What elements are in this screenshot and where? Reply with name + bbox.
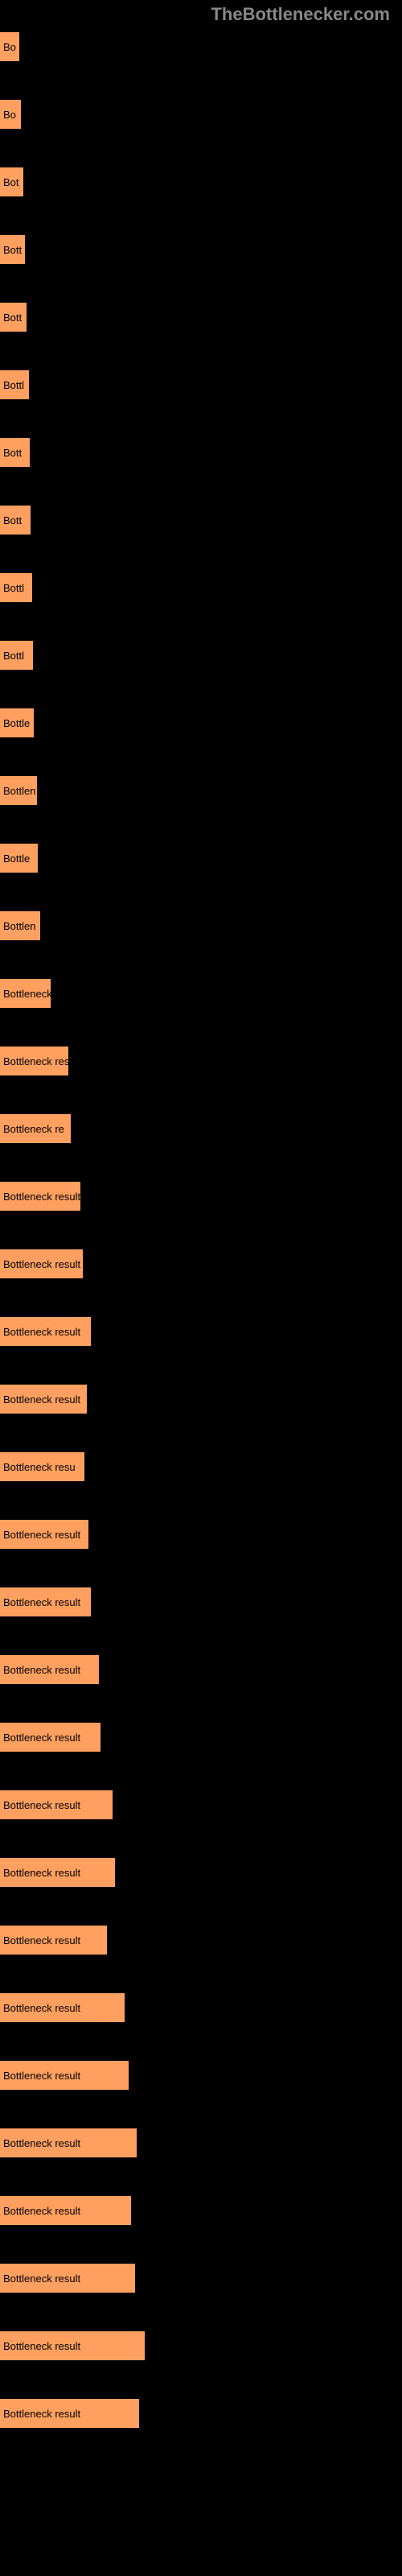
bar-row: Bottleneck result	[0, 1926, 402, 1955]
bar-row: Bottle	[0, 844, 402, 873]
bar: Bottl	[0, 573, 32, 602]
bar: Bottleneck result	[0, 2264, 135, 2293]
bar-row: Bottleneck result	[0, 1385, 402, 1414]
bar-row: Bottleneck result	[0, 1858, 402, 1887]
bar: Bottle	[0, 708, 34, 737]
bar: Bot	[0, 167, 23, 196]
bar-row: Bottleneck result	[0, 1520, 402, 1549]
bar-row: Bottle	[0, 708, 402, 737]
bar-row: Bottlen	[0, 911, 402, 940]
bar: Bottleneck result	[0, 2399, 139, 2428]
bar: Bottleneck result	[0, 1858, 115, 1887]
bar: Bottleneck result	[0, 1385, 87, 1414]
bar-row: Bo	[0, 100, 402, 129]
bar-row: Bottleneck	[0, 979, 402, 1008]
bar: Bottleneck result	[0, 1587, 91, 1616]
bar-row: Bottleneck result	[0, 1723, 402, 1752]
bar: Bott	[0, 506, 31, 535]
bar-row: Bottleneck result	[0, 2331, 402, 2360]
bar: Bottleneck result	[0, 1790, 113, 1819]
bar-row: Bottleneck result	[0, 1790, 402, 1819]
bar-row: Bottl	[0, 573, 402, 602]
bar: Bottlen	[0, 776, 37, 805]
bar-row: Bottleneck result	[0, 2061, 402, 2090]
bar: Bottle	[0, 844, 38, 873]
bar: Bottleneck result	[0, 1182, 80, 1211]
bar-row: Bottl	[0, 641, 402, 670]
bar: Bottleneck re	[0, 1114, 71, 1143]
bar: Bottleneck result	[0, 1520, 88, 1549]
bar-row: Bott	[0, 303, 402, 332]
bar: Bottleneck result	[0, 2061, 129, 2090]
bar-row: Bottleneck resu	[0, 1046, 402, 1075]
bar: Bottleneck	[0, 979, 51, 1008]
watermark: TheBottlenecker.com	[211, 4, 390, 25]
bar-row: Bottl	[0, 370, 402, 399]
bar: Bottleneck resu	[0, 1046, 68, 1075]
bar: Bo	[0, 100, 21, 129]
bar-row: Bottleneck result	[0, 1993, 402, 2022]
bar-row: Bo	[0, 32, 402, 61]
bar: Bottlen	[0, 911, 40, 940]
bar: Bottleneck result	[0, 2196, 131, 2225]
bar-row: Bot	[0, 167, 402, 196]
bar-row: Bottleneck result	[0, 1249, 402, 1278]
bar: Bottleneck result	[0, 1926, 107, 1955]
bar-row: Bottleneck result	[0, 1587, 402, 1616]
bar: Bo	[0, 32, 19, 61]
bar: Bottl	[0, 641, 33, 670]
bar-row: Bottleneck result	[0, 2196, 402, 2225]
bar: Bottleneck result	[0, 1249, 83, 1278]
bar: Bottleneck result	[0, 2331, 145, 2360]
bar-chart: Bo Bo Bot Bott Bott Bottl Bott Bott Bottl Bottl Bo…	[0, 0, 402, 2483]
bar-row: Bottleneck re	[0, 1114, 402, 1143]
bar: Bottleneck result	[0, 1655, 99, 1684]
bar: Bottleneck result	[0, 1993, 125, 2022]
bar: Bottleneck result	[0, 1723, 100, 1752]
bar-row: Bott	[0, 438, 402, 467]
bar-row: Bottleneck resu	[0, 1452, 402, 1481]
bar: Bottleneck resu	[0, 1452, 84, 1481]
bar: Bott	[0, 303, 27, 332]
bar: Bottleneck result	[0, 2128, 137, 2157]
bar-row: Bottleneck result	[0, 2128, 402, 2157]
bar-row: Bottleneck result	[0, 2264, 402, 2293]
bar-row: Bottleneck result	[0, 1317, 402, 1346]
bar: Bott	[0, 235, 25, 264]
bar-row: Bottleneck result	[0, 1655, 402, 1684]
bar: Bottleneck result	[0, 1317, 91, 1346]
bar-row: Bottleneck result	[0, 1182, 402, 1211]
bar-row: Bottleneck result	[0, 2399, 402, 2428]
bar: Bottl	[0, 370, 29, 399]
bar-row: Bottlen	[0, 776, 402, 805]
bar-row: Bott	[0, 506, 402, 535]
bar: Bott	[0, 438, 30, 467]
bar-row: Bott	[0, 235, 402, 264]
